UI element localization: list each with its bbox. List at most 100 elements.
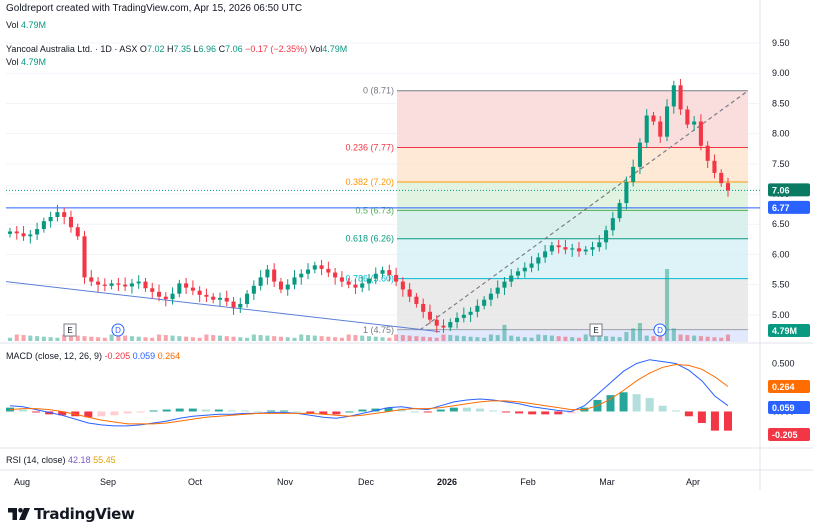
candle-body bbox=[353, 284, 358, 288]
ohlc-legend[interactable]: Yancoal Australia Ltd. · 1D · ASX O7.02 … bbox=[6, 44, 347, 54]
candle-body bbox=[617, 203, 622, 219]
candle-body bbox=[251, 285, 256, 294]
macd-histogram-bar bbox=[554, 411, 563, 415]
candle-body bbox=[136, 281, 141, 284]
candle-body bbox=[312, 265, 317, 270]
macd-line-badge: 0.059 bbox=[772, 403, 795, 413]
volume-bar bbox=[319, 336, 324, 341]
volume-bar bbox=[631, 328, 636, 341]
rsi-legend[interactable]: RSI (14, close) 42.18 55.45 bbox=[6, 455, 116, 465]
volume-bar bbox=[21, 335, 26, 341]
signal-line bbox=[9, 363, 729, 425]
volume-bar bbox=[109, 334, 114, 341]
x-tick-label: Sep bbox=[100, 477, 116, 487]
candle-body bbox=[576, 248, 582, 252]
candle-body bbox=[217, 297, 223, 300]
volume-bar bbox=[563, 336, 568, 341]
candle-body bbox=[651, 115, 656, 122]
volume-bar bbox=[35, 336, 40, 341]
macd-signal-badge-bg bbox=[768, 380, 810, 393]
volume-bar bbox=[427, 337, 432, 341]
candle-body bbox=[197, 290, 202, 295]
high-value: 7.35 bbox=[173, 44, 192, 54]
volume-bar bbox=[82, 336, 87, 341]
candle-body bbox=[685, 109, 690, 125]
macd-histogram-bar bbox=[149, 410, 158, 412]
candle-body bbox=[238, 303, 243, 308]
candle-body bbox=[441, 325, 446, 328]
macd-histogram-bar bbox=[619, 392, 628, 412]
volume-bar bbox=[123, 335, 128, 341]
rsi-title: RSI (14, close) bbox=[6, 455, 66, 465]
volume-bar bbox=[380, 337, 385, 341]
candle-body bbox=[434, 319, 439, 326]
macd-line-value: 0.059 bbox=[132, 351, 156, 361]
macd-histogram-bar bbox=[332, 411, 341, 415]
candle-body bbox=[637, 142, 642, 167]
macd-histogram-bar bbox=[254, 411, 263, 413]
volume-bar bbox=[488, 334, 493, 341]
candle-body bbox=[109, 283, 114, 286]
candle-body bbox=[326, 268, 331, 273]
volume-bar bbox=[549, 335, 554, 341]
earnings-marker-icon bbox=[589, 323, 603, 337]
macd-histogram-bar bbox=[410, 411, 419, 413]
candle-body bbox=[170, 293, 175, 300]
candle-body bbox=[482, 299, 487, 306]
candle-body bbox=[82, 236, 87, 278]
trendline bbox=[5, 281, 441, 333]
volume-bar bbox=[610, 336, 615, 341]
macd-histogram-bar bbox=[84, 411, 93, 418]
candle-body bbox=[68, 216, 73, 228]
volume-bar bbox=[238, 337, 243, 341]
symbol-name[interactable]: Yancoal Australia Ltd. · 1D · ASX bbox=[6, 44, 138, 54]
volume-bar bbox=[448, 335, 453, 341]
volume-bar bbox=[360, 335, 365, 341]
volume-legend-label: Vol bbox=[6, 57, 19, 67]
macd-histogram-bar bbox=[136, 411, 145, 413]
volume-bar bbox=[522, 337, 527, 341]
candle-body bbox=[475, 305, 480, 312]
macd-histogram-bar bbox=[162, 409, 171, 412]
candle-body bbox=[211, 296, 216, 300]
price-tick-label: 8.00 bbox=[772, 129, 790, 139]
macd-histogram-bar bbox=[632, 394, 641, 412]
macd-histogram-bar bbox=[684, 411, 693, 417]
price-tick-label: 5.00 bbox=[772, 310, 790, 320]
volume-bar bbox=[455, 335, 460, 341]
volume-bar bbox=[224, 336, 229, 341]
low-value: 6.96 bbox=[198, 44, 217, 54]
volume-bar bbox=[387, 337, 392, 341]
volume-bar bbox=[434, 337, 439, 341]
macd-legend[interactable]: MACD (close, 12, 26, 9) -0.205 0.059 0.2… bbox=[6, 351, 180, 361]
candle-body bbox=[190, 287, 195, 291]
macd-histogram-bar bbox=[515, 411, 524, 414]
tradingview-brand[interactable]: TradingView bbox=[8, 505, 135, 523]
price-tick-label: 6.00 bbox=[772, 249, 790, 259]
volume-bar bbox=[75, 335, 80, 341]
volume-legend[interactable]: Vol 4.79M bbox=[6, 57, 46, 67]
x-tick-label: Oct bbox=[188, 477, 203, 487]
candle-body bbox=[366, 278, 372, 284]
macd-histogram-bar bbox=[489, 410, 498, 412]
volume-bar bbox=[671, 328, 676, 341]
macd-histogram-bar bbox=[227, 410, 236, 412]
volume-bar bbox=[705, 336, 710, 341]
volume-bar bbox=[468, 336, 473, 341]
candle-body bbox=[529, 263, 534, 268]
volume-bar bbox=[333, 337, 338, 341]
candle-body bbox=[563, 247, 568, 250]
macd-histogram-bar bbox=[58, 411, 67, 416]
macd-histogram-bar bbox=[724, 411, 732, 431]
candle-body bbox=[224, 297, 229, 302]
macd-histogram-bar bbox=[175, 408, 184, 412]
candle-body bbox=[96, 281, 101, 285]
volume-bar bbox=[400, 335, 405, 341]
macd-histogram-bar bbox=[697, 411, 706, 423]
volume-bar bbox=[129, 336, 134, 341]
volume-bar bbox=[89, 336, 94, 341]
candle-body bbox=[631, 166, 636, 182]
volume-bar bbox=[475, 337, 480, 341]
volume-bar bbox=[414, 336, 419, 341]
